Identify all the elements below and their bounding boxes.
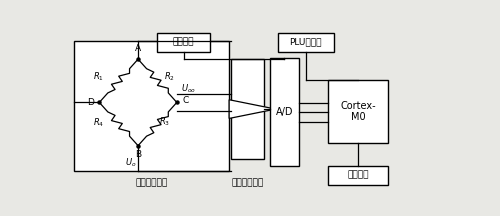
Text: $R_2$: $R_2$ <box>164 70 175 83</box>
Text: D: D <box>86 98 94 107</box>
Bar <box>278 33 334 52</box>
Text: 信号处理电路: 信号处理电路 <box>231 178 264 187</box>
Text: 基准电源: 基准电源 <box>173 38 195 47</box>
Text: $R_3$: $R_3$ <box>158 115 170 128</box>
Bar <box>74 41 229 171</box>
Polygon shape <box>229 100 276 118</box>
Text: M0: M0 <box>350 112 366 122</box>
Text: Cortex-: Cortex- <box>340 101 376 111</box>
Text: $R_1$: $R_1$ <box>93 70 104 83</box>
Text: $U_o$: $U_o$ <box>124 156 136 169</box>
Bar <box>231 59 264 159</box>
Text: A: A <box>135 44 141 53</box>
Text: C: C <box>182 96 189 105</box>
Text: 力电转换电路: 力电转换电路 <box>136 178 168 187</box>
Bar <box>328 80 388 143</box>
Bar <box>328 166 388 185</box>
Text: 数据存储: 数据存储 <box>347 171 368 180</box>
Bar <box>158 33 210 52</box>
Bar <box>270 58 299 167</box>
Text: A/D: A/D <box>276 107 293 118</box>
Text: $R_4$: $R_4$ <box>92 117 104 129</box>
Text: $U_{oo}$: $U_{oo}$ <box>180 82 196 95</box>
Text: B: B <box>135 150 141 159</box>
Text: PLU快捷键: PLU快捷键 <box>290 38 322 47</box>
